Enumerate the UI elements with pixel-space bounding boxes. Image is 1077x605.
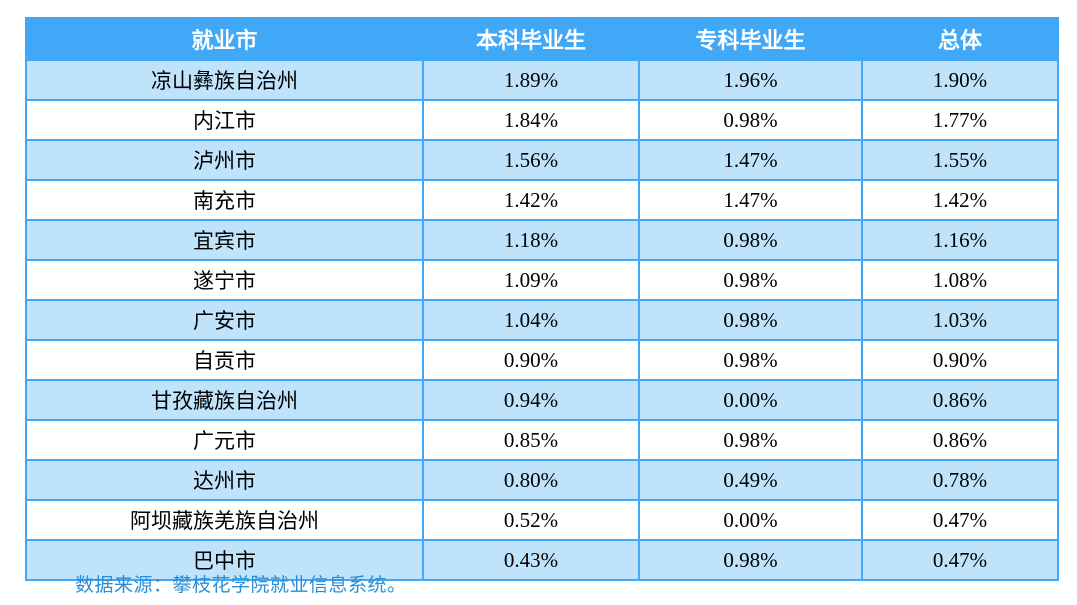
cell-undergraduate-rate: 0.80%	[422, 459, 640, 501]
table-row: 甘孜藏族自治州 0.94% 0.00% 0.86%	[25, 379, 1059, 421]
cell-overall-rate: 1.55%	[861, 139, 1059, 181]
cell-city: 内江市	[25, 99, 424, 141]
cell-undergraduate-rate: 0.52%	[422, 499, 640, 541]
cell-junior-college-rate: 0.00%	[638, 379, 863, 421]
table-row: 阿坝藏族羌族自治州 0.52% 0.00% 0.47%	[25, 499, 1059, 541]
cell-junior-college-rate: 1.47%	[638, 139, 863, 181]
table-row: 宜宾市 1.18% 0.98% 1.16%	[25, 219, 1059, 261]
column-header-overall: 总体	[861, 17, 1059, 61]
cell-city: 达州市	[25, 459, 424, 501]
cell-city: 广元市	[25, 419, 424, 461]
table-row: 巴中市 0.43% 0.98% 0.47%	[25, 539, 1059, 581]
cell-undergraduate-rate: 0.85%	[422, 419, 640, 461]
table-row: 内江市 1.84% 0.98% 1.77%	[25, 99, 1059, 141]
cell-junior-college-rate: 0.98%	[638, 259, 863, 301]
cell-overall-rate: 1.77%	[861, 99, 1059, 141]
cell-junior-college-rate: 0.98%	[638, 219, 863, 261]
table-row: 遂宁市 1.09% 0.98% 1.08%	[25, 259, 1059, 301]
table-row: 泸州市 1.56% 1.47% 1.55%	[25, 139, 1059, 181]
cell-undergraduate-rate: 1.56%	[422, 139, 640, 181]
cell-undergraduate-rate: 1.42%	[422, 179, 640, 221]
cell-undergraduate-rate: 0.94%	[422, 379, 640, 421]
cell-junior-college-rate: 1.47%	[638, 179, 863, 221]
column-header-undergraduate: 本科毕业生	[422, 17, 640, 61]
table-row: 广安市 1.04% 0.98% 1.03%	[25, 299, 1059, 341]
cell-overall-rate: 0.86%	[861, 419, 1059, 461]
cell-city: 凉山彝族自治州	[25, 59, 424, 101]
cell-overall-rate: 0.86%	[861, 379, 1059, 421]
cell-overall-rate: 1.08%	[861, 259, 1059, 301]
column-header-junior-college: 专科毕业生	[638, 17, 863, 61]
table-row: 南充市 1.42% 1.47% 1.42%	[25, 179, 1059, 221]
cell-junior-college-rate: 0.98%	[638, 299, 863, 341]
cell-junior-college-rate: 1.96%	[638, 59, 863, 101]
cell-overall-rate: 1.16%	[861, 219, 1059, 261]
cell-overall-rate: 0.47%	[861, 499, 1059, 541]
cell-city: 泸州市	[25, 139, 424, 181]
table-row: 凉山彝族自治州 1.89% 1.96% 1.90%	[25, 59, 1059, 101]
table-row: 自贡市 0.90% 0.98% 0.90%	[25, 339, 1059, 381]
cell-undergraduate-rate: 1.04%	[422, 299, 640, 341]
cell-junior-college-rate: 0.00%	[638, 499, 863, 541]
cell-undergraduate-rate: 0.43%	[422, 539, 640, 581]
cell-city: 广安市	[25, 299, 424, 341]
cell-undergraduate-rate: 1.84%	[422, 99, 640, 141]
cell-junior-college-rate: 0.98%	[638, 419, 863, 461]
cell-city: 遂宁市	[25, 259, 424, 301]
cell-junior-college-rate: 0.98%	[638, 339, 863, 381]
table-row: 达州市 0.80% 0.49% 0.78%	[25, 459, 1059, 501]
cell-city: 自贡市	[25, 339, 424, 381]
cell-city: 甘孜藏族自治州	[25, 379, 424, 421]
cell-overall-rate: 0.78%	[861, 459, 1059, 501]
employment-city-rate-table: 就业市 本科毕业生 专科毕业生 总体 凉山彝族自治州 1.89% 1.96% 1…	[25, 17, 1059, 581]
cell-overall-rate: 0.90%	[861, 339, 1059, 381]
cell-city: 阿坝藏族羌族自治州	[25, 499, 424, 541]
cell-junior-college-rate: 0.98%	[638, 99, 863, 141]
data-source-note: 数据来源：攀枝花学院就业信息系统。	[75, 575, 407, 596]
cell-undergraduate-rate: 1.89%	[422, 59, 640, 101]
cell-city: 巴中市	[25, 539, 424, 581]
column-header-city: 就业市	[25, 17, 424, 61]
cell-junior-college-rate: 0.49%	[638, 459, 863, 501]
cell-overall-rate: 1.03%	[861, 299, 1059, 341]
cell-undergraduate-rate: 0.90%	[422, 339, 640, 381]
table-row: 广元市 0.85% 0.98% 0.86%	[25, 419, 1059, 461]
cell-undergraduate-rate: 1.18%	[422, 219, 640, 261]
cell-city: 南充市	[25, 179, 424, 221]
cell-overall-rate: 1.42%	[861, 179, 1059, 221]
cell-junior-college-rate: 0.98%	[638, 539, 863, 581]
cell-overall-rate: 0.47%	[861, 539, 1059, 581]
cell-undergraduate-rate: 1.09%	[422, 259, 640, 301]
cell-city: 宜宾市	[25, 219, 424, 261]
table-header-row: 就业市 本科毕业生 专科毕业生 总体	[25, 17, 1059, 61]
cell-overall-rate: 1.90%	[861, 59, 1059, 101]
